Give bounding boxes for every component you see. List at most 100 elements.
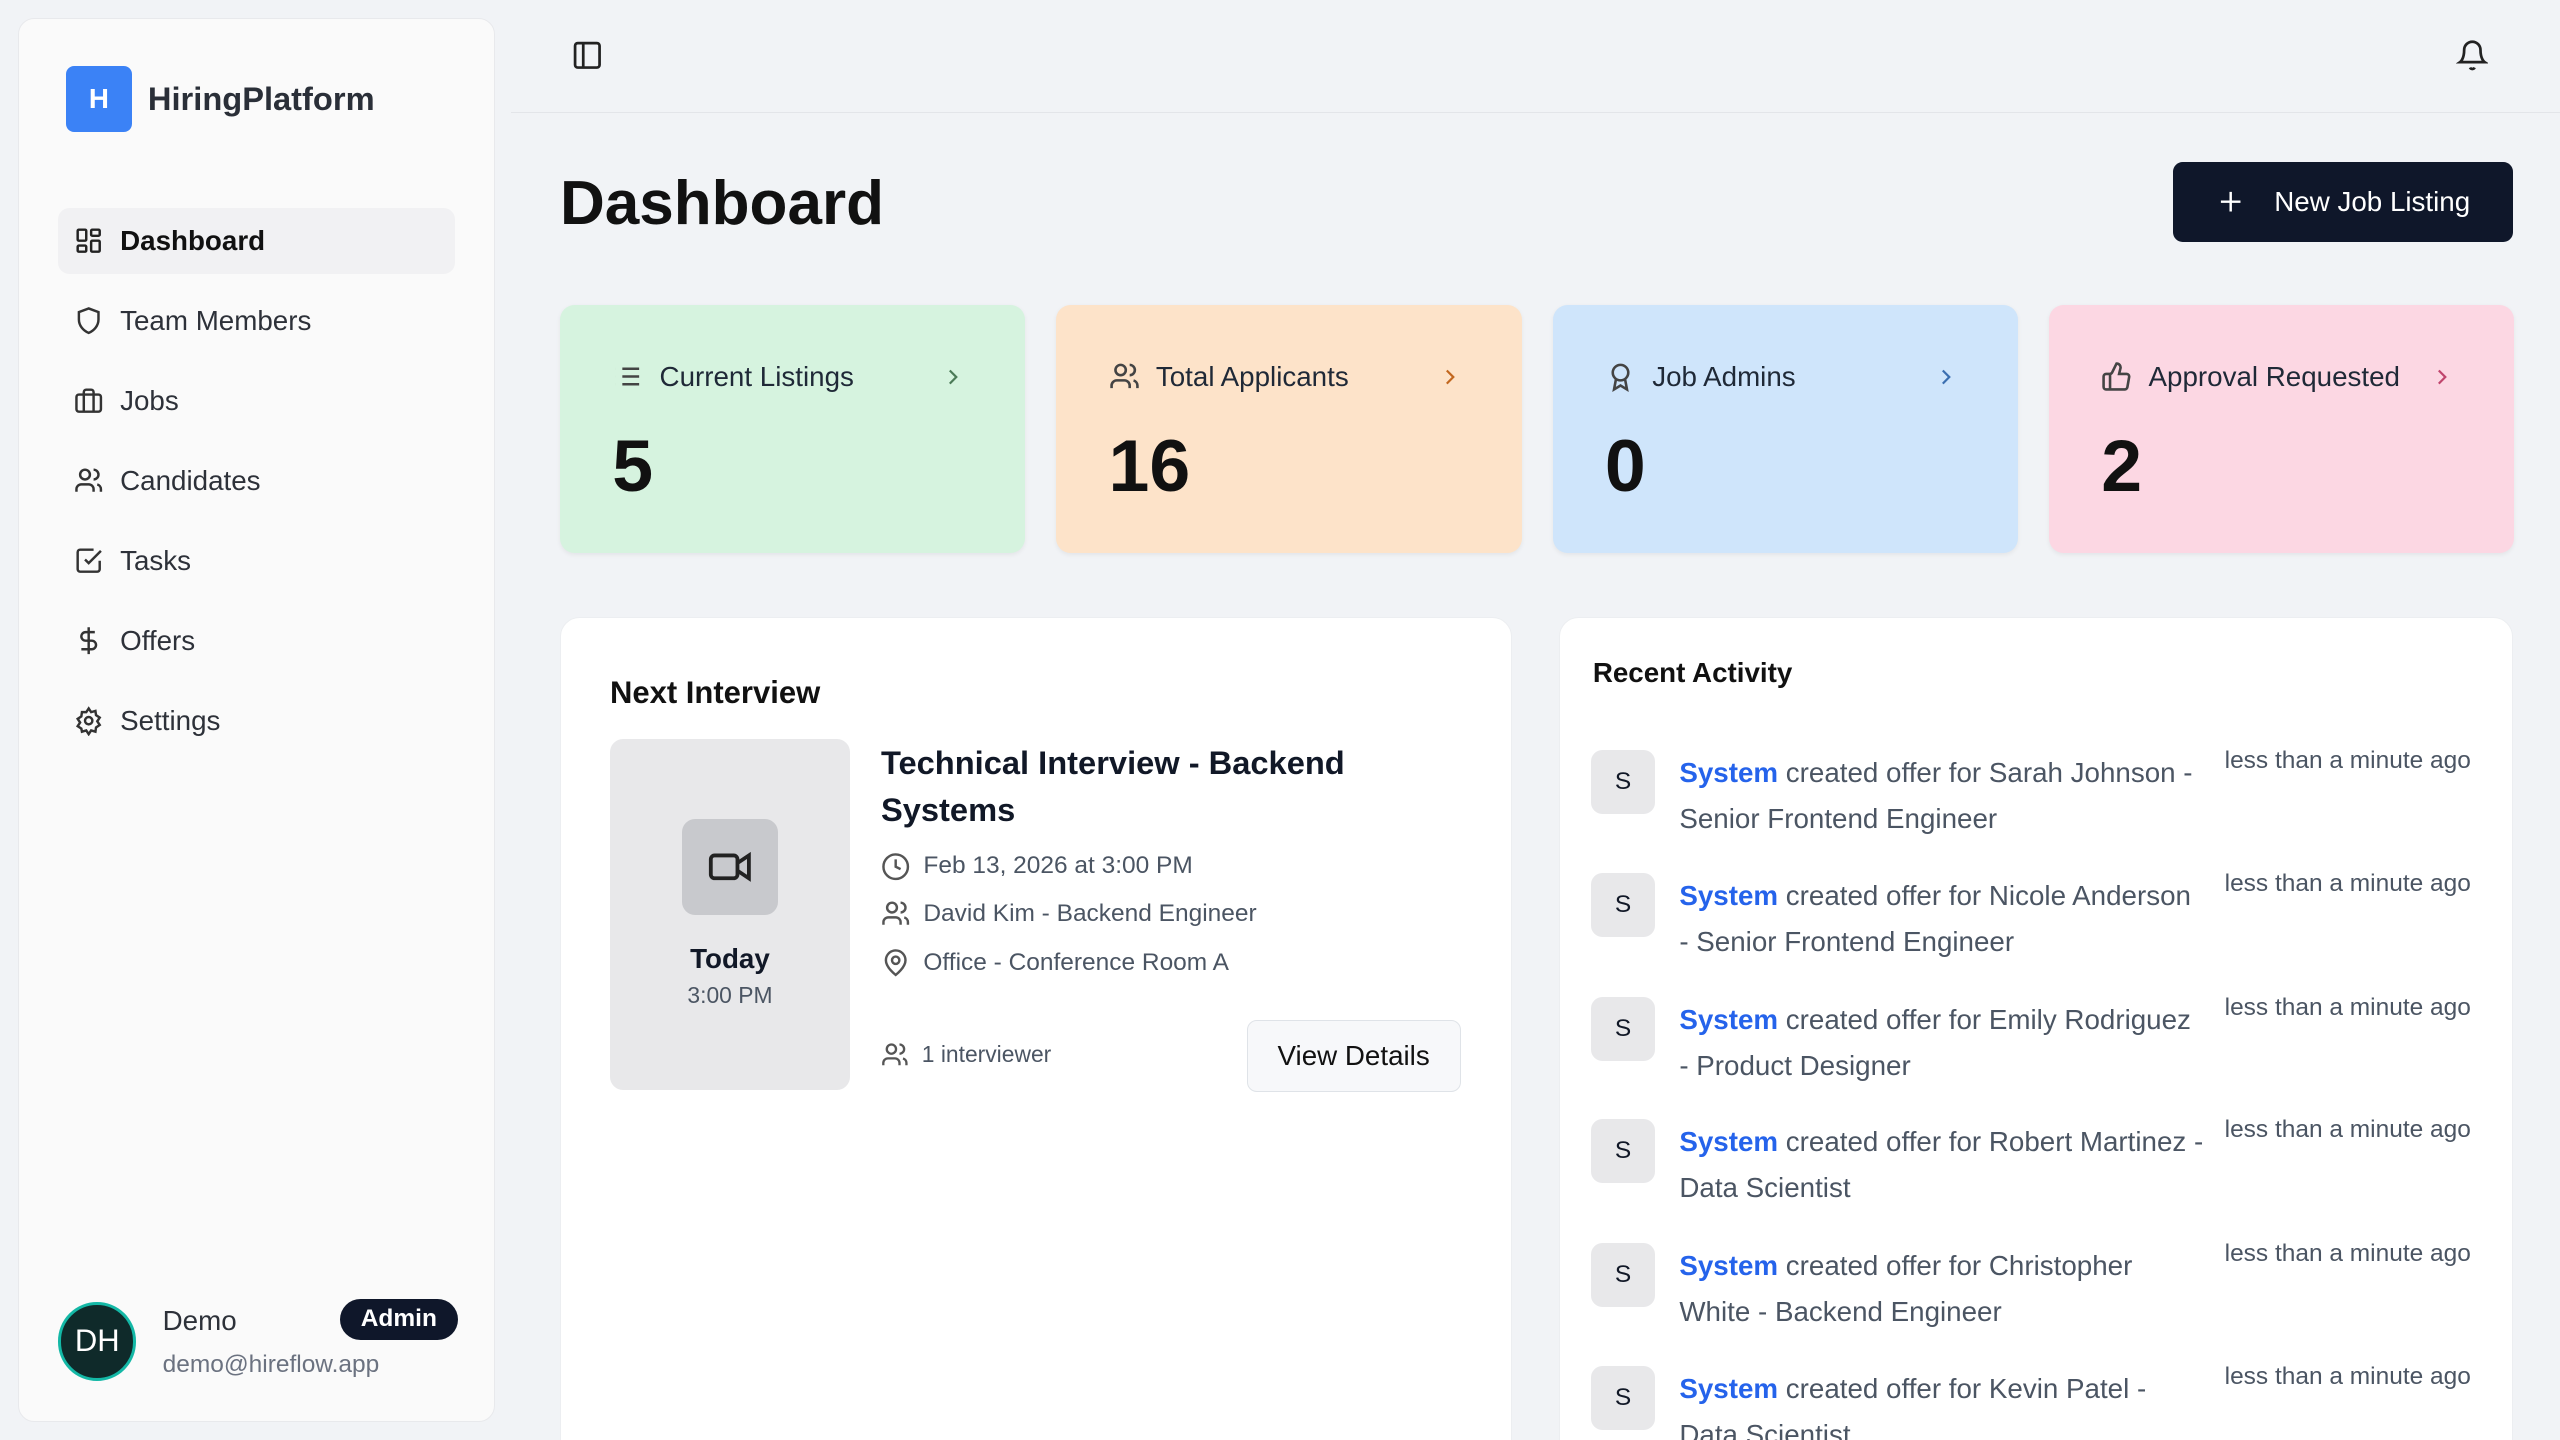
activity-time: less than a minute ago xyxy=(2224,869,2471,897)
activity-text: System created offer for Nicole Anderson… xyxy=(1679,873,2205,964)
activity-description: created offer for Kevin Patel - Data Sci… xyxy=(1679,1372,2147,1440)
stat-label-text: Approval Requested xyxy=(2148,360,2400,392)
sidebar-item-label: Team Members xyxy=(120,304,312,336)
interview-time: 3:00 PM xyxy=(687,982,773,1009)
interviewer-count: 1 interviewer xyxy=(881,1041,1051,1069)
user-profile[interactable]: DH Demo demo@hireflow.app Admin xyxy=(58,1298,459,1384)
activity-description: created offer for Emily Rodriguez - Prod… xyxy=(1679,1003,2191,1081)
briefcase-icon xyxy=(75,388,103,414)
activity-time: less than a minute ago xyxy=(2224,993,2471,1021)
activity-description: created offer for Robert Martinez - Data… xyxy=(1679,1126,2204,1204)
activity-avatar: S xyxy=(1591,1365,1655,1430)
card-title: Next Interview xyxy=(609,675,821,711)
interview-location-text: Office - Conference Room A xyxy=(923,948,1229,976)
list-icon xyxy=(616,367,640,386)
sidebar-item-label: Jobs xyxy=(120,384,179,416)
stat-card-current-listings[interactable]: Current Listings 5 xyxy=(559,305,1026,554)
dollar-icon xyxy=(80,627,98,655)
stat-card-job-admins[interactable]: Job Admins 0 xyxy=(1552,305,2018,554)
user-name: Demo xyxy=(162,1305,237,1337)
stat-label: Current Listings xyxy=(612,361,854,393)
sidebar-item-dashboard[interactable]: Dashboard xyxy=(58,208,455,274)
sidebar-item-jobs[interactable]: Jobs xyxy=(58,368,455,433)
stat-label-text: Job Admins xyxy=(1652,360,1796,392)
sidebar-toggle-button[interactable] xyxy=(568,36,607,75)
activity-text: System created offer for Sarah Johnson -… xyxy=(1679,750,2205,841)
activity-avatar: S xyxy=(1591,1119,1655,1184)
chevron-right-icon[interactable] xyxy=(1933,364,1959,390)
activity-time: less than a minute ago xyxy=(2224,747,2471,775)
sidebar-item-team-members[interactable]: Team Members xyxy=(58,288,455,353)
interviewer-count-text: 1 interviewer xyxy=(921,1041,1052,1068)
chevron-right-icon[interactable] xyxy=(2429,364,2455,390)
stat-label-text: Total Applicants xyxy=(1155,360,1349,392)
interview-candidate: David Kim - Backend Engineer xyxy=(881,899,1257,928)
interview-date-box: Today 3:00 PM xyxy=(609,738,850,1090)
activity-text: System created offer for Christopher Whi… xyxy=(1679,1243,2205,1334)
activity-description: created offer for Christopher White - Ba… xyxy=(1679,1250,2133,1328)
users-icon xyxy=(882,1043,908,1066)
panel-left-icon xyxy=(574,41,602,70)
activity-actor-link[interactable]: System xyxy=(1679,1126,1779,1158)
stat-label: Total Applicants xyxy=(1109,361,1349,393)
activity-text: System created offer for Robert Martinez… xyxy=(1679,1119,2205,1210)
sidebar-item-label: Settings xyxy=(120,704,221,736)
stat-value: 5 xyxy=(612,423,654,507)
clock-icon xyxy=(882,852,910,880)
interview-day: Today xyxy=(690,943,770,975)
interview-location: Office - Conference Room A xyxy=(881,948,1229,977)
stat-value: 16 xyxy=(1108,423,1191,507)
activity-avatar: S xyxy=(1591,872,1655,937)
sidebar-item-label: Candidates xyxy=(120,464,261,496)
notifications-button[interactable] xyxy=(2452,36,2491,75)
chevron-right-icon[interactable] xyxy=(1437,364,1463,390)
interview-date-text: Feb 13, 2026 at 3:00 PM xyxy=(923,852,1193,880)
activity-actor-link[interactable]: System xyxy=(1679,1250,1779,1282)
interview-candidate-text: David Kim - Backend Engineer xyxy=(923,899,1257,927)
logo[interactable]: H HiringPlatform xyxy=(66,66,375,132)
activity-actor-link[interactable]: System xyxy=(1679,1003,1779,1035)
activity-text: System created offer for Kevin Patel - D… xyxy=(1679,1366,2205,1440)
new-job-listing-button[interactable]: New Job Listing xyxy=(2173,161,2513,242)
activity-time: less than a minute ago xyxy=(2224,1362,2471,1390)
gear-icon xyxy=(76,706,102,736)
thumbs-up-icon xyxy=(2102,362,2131,392)
sidebar-item-label: Dashboard xyxy=(120,224,266,256)
layout-dashboard-icon xyxy=(76,228,102,254)
role-badge: Admin xyxy=(339,1298,459,1340)
sidebar-item-candidates[interactable]: Candidates xyxy=(58,448,455,513)
sidebar-item-settings[interactable]: Settings xyxy=(58,688,455,753)
page-title: Dashboard xyxy=(559,169,884,239)
shield-icon xyxy=(78,307,101,335)
activity-description: created offer for Sarah Johnson - Senior… xyxy=(1679,757,2193,835)
plus-icon xyxy=(2220,191,2240,212)
activity-text: System created offer for Emily Rodriguez… xyxy=(1679,997,2205,1088)
activity-actor-link[interactable]: System xyxy=(1679,757,1779,789)
recent-activity-card: Recent Activity S System created offer f… xyxy=(1559,617,2513,1440)
avatar: DH xyxy=(58,1302,137,1381)
activity-time: less than a minute ago xyxy=(2224,1240,2471,1268)
users-icon xyxy=(882,901,910,925)
bell-icon xyxy=(2455,40,2489,71)
activity-avatar: S xyxy=(1591,750,1655,815)
view-details-button[interactable]: View Details xyxy=(1246,1019,1461,1092)
map-pin-icon xyxy=(884,949,907,977)
activity-avatar: S xyxy=(1591,1243,1655,1308)
stat-value: 0 xyxy=(1604,423,1646,507)
sidebar-item-offers[interactable]: Offers xyxy=(58,608,455,673)
stat-card-total-applicants[interactable]: Total Applicants 16 xyxy=(1056,305,1522,554)
interview-date: Feb 13, 2026 at 3:00 PM xyxy=(881,852,1193,881)
chevron-right-icon[interactable] xyxy=(940,364,966,390)
card-title: Recent Activity xyxy=(1592,657,1793,689)
activity-time: less than a minute ago xyxy=(2224,1116,2471,1144)
sidebar-item-label: Offers xyxy=(120,624,196,656)
sidebar-item-tasks[interactable]: Tasks xyxy=(58,528,455,593)
video-icon xyxy=(681,818,779,916)
app-name: HiringPlatform xyxy=(147,79,375,117)
sidebar-item-label: Tasks xyxy=(120,544,192,576)
activity-actor-link[interactable]: System xyxy=(1679,1372,1779,1404)
stat-card-approval-requested[interactable]: Approval Requested 2 xyxy=(2048,305,2515,554)
activity-avatar: S xyxy=(1591,996,1655,1061)
activity-actor-link[interactable]: System xyxy=(1679,879,1779,911)
next-interview-card: Next Interview Today 3:00 PM Technical I… xyxy=(559,617,1512,1440)
